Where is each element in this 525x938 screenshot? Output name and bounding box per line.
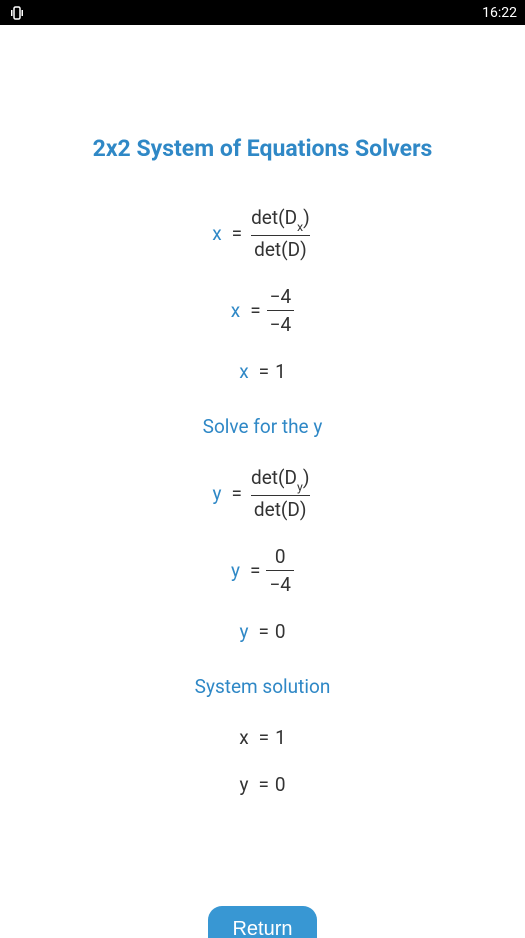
- solve-y-label: Solve for the y: [203, 415, 323, 438]
- main-content: 2x2 System of Equations Solvers x = det(…: [0, 25, 525, 938]
- status-left: [8, 4, 26, 22]
- status-bar: 16:22: [0, 0, 525, 25]
- fraction: det(Dy) det(D): [248, 466, 312, 521]
- denominator: −4: [267, 310, 295, 336]
- x-formula-symbolic: x = det(Dx) det(D): [212, 206, 313, 261]
- vibrate-icon: [8, 4, 26, 22]
- solution-y: y = 0: [239, 773, 285, 796]
- x-var: x: [231, 299, 240, 322]
- equals-sign: =: [259, 726, 269, 749]
- y-value: 0: [275, 620, 286, 643]
- numerator: −4: [267, 285, 295, 310]
- equals-sign: =: [258, 620, 268, 643]
- fraction: −4 −4: [267, 285, 295, 336]
- status-right: 16:22: [482, 5, 517, 21]
- x-formula-numeric: x = −4 −4: [231, 285, 294, 336]
- y-result: y = 0: [239, 620, 285, 643]
- equals-sign: =: [232, 482, 242, 505]
- denominator: −4: [266, 570, 294, 596]
- system-solution-label: System solution: [195, 675, 331, 698]
- x-result: x = 1: [239, 360, 286, 383]
- solution-x-value: 1: [275, 726, 286, 749]
- y-var: y: [239, 620, 248, 643]
- equals-sign: =: [259, 360, 269, 383]
- y-var: y: [213, 482, 222, 505]
- y-var: y: [231, 559, 240, 582]
- denominator: det(D): [251, 235, 310, 261]
- denominator: det(D): [251, 495, 310, 521]
- numerator: det(Dx): [248, 206, 313, 235]
- status-time: 16:22: [482, 5, 517, 21]
- x-var: x: [239, 726, 248, 749]
- return-button[interactable]: Return: [208, 906, 316, 938]
- x-var: x: [212, 222, 221, 245]
- page-title: 2x2 System of Equations Solvers: [93, 135, 433, 162]
- equals-sign: =: [258, 773, 268, 796]
- solution-y-value: 0: [275, 773, 286, 796]
- y-formula-symbolic: y = det(Dy) det(D): [213, 466, 313, 521]
- equals-sign: =: [250, 299, 260, 322]
- fraction: 0 −4: [266, 545, 294, 596]
- numerator: 0: [272, 545, 289, 570]
- solution-x: x = 1: [239, 726, 286, 749]
- y-var: y: [239, 773, 248, 796]
- numerator: det(Dy): [248, 466, 312, 495]
- x-var: x: [239, 360, 248, 383]
- equals-sign: =: [232, 222, 242, 245]
- x-value: 1: [275, 360, 286, 383]
- y-formula-numeric: y = 0 −4: [231, 545, 294, 596]
- equals-sign: =: [250, 559, 260, 582]
- fraction: det(Dx) det(D): [248, 206, 313, 261]
